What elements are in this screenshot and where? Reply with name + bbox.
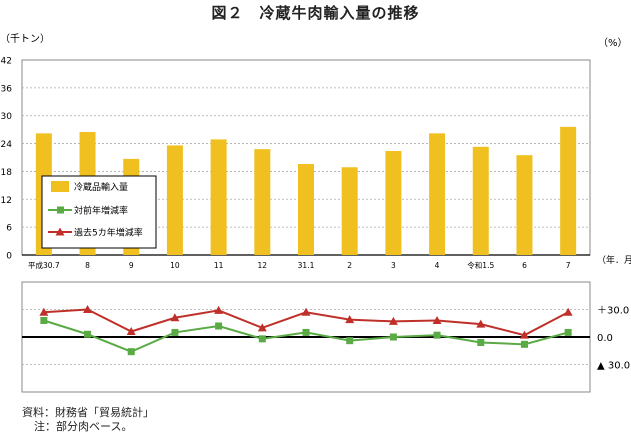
point: [171, 328, 179, 336]
point: [346, 337, 354, 345]
y-tick-label: 0: [6, 252, 12, 262]
x-tick-label: 令和1.5: [467, 260, 494, 270]
point: [127, 348, 135, 356]
point: [389, 333, 397, 341]
y-tick-label: 30: [1, 112, 13, 122]
legend-marker: [55, 227, 65, 236]
bar: [166, 145, 183, 255]
point: [40, 317, 48, 324]
y-tick-label-right: 0.0: [597, 333, 613, 344]
point: [564, 328, 572, 336]
y-tick-label: 12: [1, 196, 12, 206]
right-unit-label: （%）: [598, 37, 628, 49]
y-tick-label: 36: [1, 84, 13, 94]
x-tick-label: 12: [258, 261, 268, 270]
remark-note: 注：部分肉ベース。: [34, 420, 133, 433]
legend-label: 過去5カ年増減率: [74, 227, 143, 239]
x-tick-label: 9: [129, 261, 134, 270]
point: [83, 305, 93, 313]
x-tick-label: 11: [214, 261, 224, 270]
point: [214, 305, 224, 314]
point: [215, 322, 223, 330]
bar: [254, 149, 271, 255]
point: [519, 330, 529, 339]
chart-title: 図２ 冷蔵牛肉輸入量の推移: [211, 4, 420, 22]
point: [301, 307, 311, 316]
source-note: 資料：財務省「貿易統計」: [22, 406, 154, 419]
point: [388, 316, 398, 325]
x-unit-label: （年．月）: [597, 254, 631, 266]
legend-marker: [57, 206, 64, 214]
left-unit-label: （千トン）: [0, 33, 50, 45]
legend-label: 冷蔵品輸入量: [74, 181, 128, 193]
bar: [560, 126, 577, 255]
x-tick-label: 7: [566, 261, 571, 270]
x-tick-label: 10: [170, 261, 180, 270]
point: [476, 319, 486, 328]
y-tick-label-right: ＋30.0: [597, 306, 629, 317]
point: [433, 331, 441, 339]
bar: [429, 133, 446, 255]
bar: [341, 167, 358, 255]
point: [170, 313, 180, 322]
x-tick-label: 3: [391, 261, 396, 270]
legend-label: 対前年増減率: [74, 205, 128, 217]
x-tick-label: 4: [435, 261, 440, 270]
y-tick-label: 42: [1, 57, 12, 67]
line-panel: ＋30.0 0.0 ▲ 30.0: [21, 281, 630, 393]
y-tick-label: 18: [1, 168, 13, 178]
x-tick-label: 6: [522, 261, 527, 270]
point: [477, 339, 485, 346]
point: [432, 316, 442, 324]
bar: [516, 155, 533, 255]
point: [257, 323, 267, 332]
x-tick-label: 31.1: [298, 261, 315, 270]
point: [520, 340, 528, 348]
y-tick-label: 6: [6, 224, 12, 234]
point: [126, 327, 136, 335]
bar: [385, 151, 402, 255]
point: [563, 307, 573, 316]
point: [84, 330, 92, 338]
x-tick-label: 2: [347, 261, 352, 270]
point: [302, 328, 310, 336]
x-tick-label: 平成30.7: [28, 260, 60, 270]
y-tick-label-right: ▲ 30.0: [597, 361, 630, 372]
bar: [298, 164, 314, 255]
x-tick-label: 8: [85, 261, 90, 270]
y-tick-label: 24: [1, 140, 13, 150]
bar: [472, 146, 489, 255]
point: [345, 315, 355, 324]
point: [39, 307, 49, 316]
point: [258, 335, 266, 343]
legend-swatch: [51, 181, 69, 192]
bar: [210, 139, 227, 255]
